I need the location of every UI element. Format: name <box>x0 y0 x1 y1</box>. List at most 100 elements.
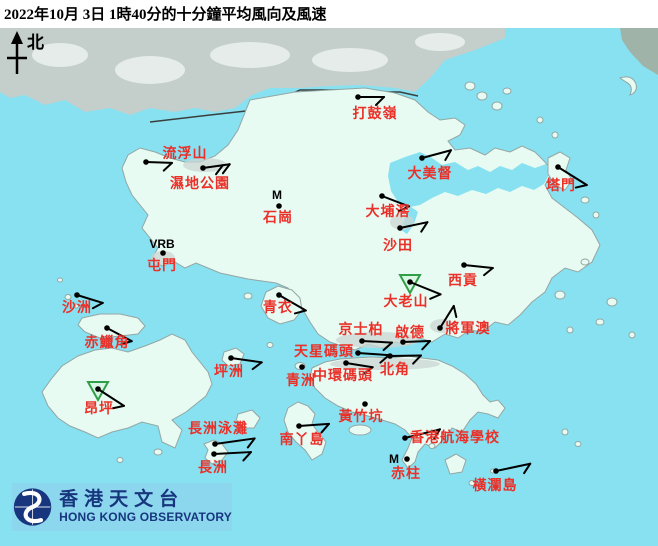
station-dot <box>359 338 365 344</box>
station-dot <box>387 353 393 359</box>
station: 京士柏 <box>339 321 393 352</box>
station-label: 屯門 <box>147 257 177 274</box>
station-dot <box>276 203 282 209</box>
islet <box>551 131 559 139</box>
station-label: 石崗 <box>262 209 293 226</box>
station-label: 沙洲 <box>62 300 92 316</box>
station: 濕地公園 <box>170 163 231 192</box>
station-dot <box>407 279 413 285</box>
station-label: 濕地公園 <box>170 175 230 192</box>
islet <box>554 290 566 300</box>
station: 中環碼頭 <box>313 360 374 384</box>
wind-barb-icon <box>214 437 256 449</box>
station-dot <box>343 360 349 366</box>
wind-barb-icon <box>463 264 494 277</box>
station-label: 啟德 <box>395 324 425 341</box>
station-dot <box>211 451 217 457</box>
urban-patch-tuenmun <box>151 251 175 265</box>
station: 啟德 <box>395 324 431 351</box>
urban-patch-yuenlong <box>183 158 227 172</box>
urban-patch-hki-north <box>330 358 440 370</box>
wind-barb-icon <box>230 357 263 371</box>
wind-barb-icon <box>421 149 452 162</box>
station-dot <box>397 225 403 231</box>
station-dot <box>461 262 467 268</box>
tsing-yi-island <box>260 285 303 325</box>
station: 香港航海學校 <box>402 428 500 446</box>
wind-barb-icon <box>495 462 532 475</box>
hko-logo: 香港天文台 HONG KONG OBSERVATORY <box>12 483 232 531</box>
station-dot <box>493 468 499 474</box>
station-dot <box>228 355 234 361</box>
islet <box>536 116 544 124</box>
station-dot <box>379 193 385 199</box>
station: VRB 屯門 <box>147 237 177 274</box>
wind-barb-icon <box>409 281 442 300</box>
station-dot <box>400 339 406 345</box>
wind-barb-icon <box>389 354 422 365</box>
station-dot <box>355 94 361 100</box>
station: 大老山 <box>384 274 442 310</box>
wind-barb-icon <box>404 428 441 440</box>
station-label: 昂坪 <box>84 401 114 417</box>
station-dot <box>296 423 302 429</box>
station-label: 長洲 <box>198 460 228 476</box>
wind-barb-icon <box>202 163 231 176</box>
islet <box>561 428 569 436</box>
hko-logo-en: HONG KONG OBSERVATORY <box>59 510 232 524</box>
station-label: 沙田 <box>383 238 413 254</box>
station-dot <box>419 155 425 161</box>
station-dot <box>276 292 282 298</box>
wind-barb-icon <box>439 304 458 329</box>
station-label: 赤鱲角 <box>85 334 130 351</box>
islet <box>428 443 436 449</box>
wind-barb-icon <box>76 294 104 310</box>
station: 將軍澳 <box>437 304 490 337</box>
station: 黃竹坑 <box>338 401 384 425</box>
station-label: 坪洲 <box>214 364 244 380</box>
islet <box>566 326 574 334</box>
station: 天星碼頭 <box>294 344 390 364</box>
station-label: 天星碼頭 <box>294 344 354 360</box>
station-dot <box>200 165 206 171</box>
wind-barb-icon <box>345 362 374 375</box>
station-label: 京士柏 <box>339 321 384 338</box>
station-dot <box>212 441 218 447</box>
station-label: 長洲泳灘 <box>188 420 248 437</box>
station-dot <box>160 250 166 256</box>
station-label: 西貢 <box>448 273 478 289</box>
station-label: 黃竹坑 <box>338 408 384 425</box>
station-dot <box>355 350 361 356</box>
wind-barb-icon <box>106 327 133 346</box>
islet <box>116 457 124 463</box>
po-toi-island <box>444 453 467 475</box>
station-label: 香港航海學校 <box>409 429 500 446</box>
station-label: 塔門 <box>546 177 576 194</box>
station: 南丫島 <box>280 422 330 448</box>
tolo-harbour <box>388 152 550 207</box>
wind-barb-icon <box>402 340 431 351</box>
islet <box>592 211 600 219</box>
urban-speckle <box>312 48 388 72</box>
station-dot <box>74 292 80 298</box>
chek-lap-kok-island <box>77 313 146 339</box>
station: 沙田 <box>383 221 429 254</box>
station-dot <box>299 364 305 370</box>
urban-speckle <box>415 33 465 51</box>
lantau-island <box>41 333 213 449</box>
islet <box>580 196 590 204</box>
station: 長洲 <box>198 451 252 476</box>
urban-speckles <box>32 33 465 84</box>
cheung-chau-island <box>203 439 229 465</box>
china-corner-area <box>620 28 658 75</box>
station-label: 南丫島 <box>280 431 325 448</box>
station-dot <box>404 456 410 462</box>
ma-wan-islet <box>243 292 253 300</box>
wind-barb-icon <box>399 221 429 233</box>
station-label: 流浮山 <box>163 145 208 162</box>
station-label: 打鼓嶺 <box>353 105 398 122</box>
station: 赤鱲角 <box>85 325 133 351</box>
